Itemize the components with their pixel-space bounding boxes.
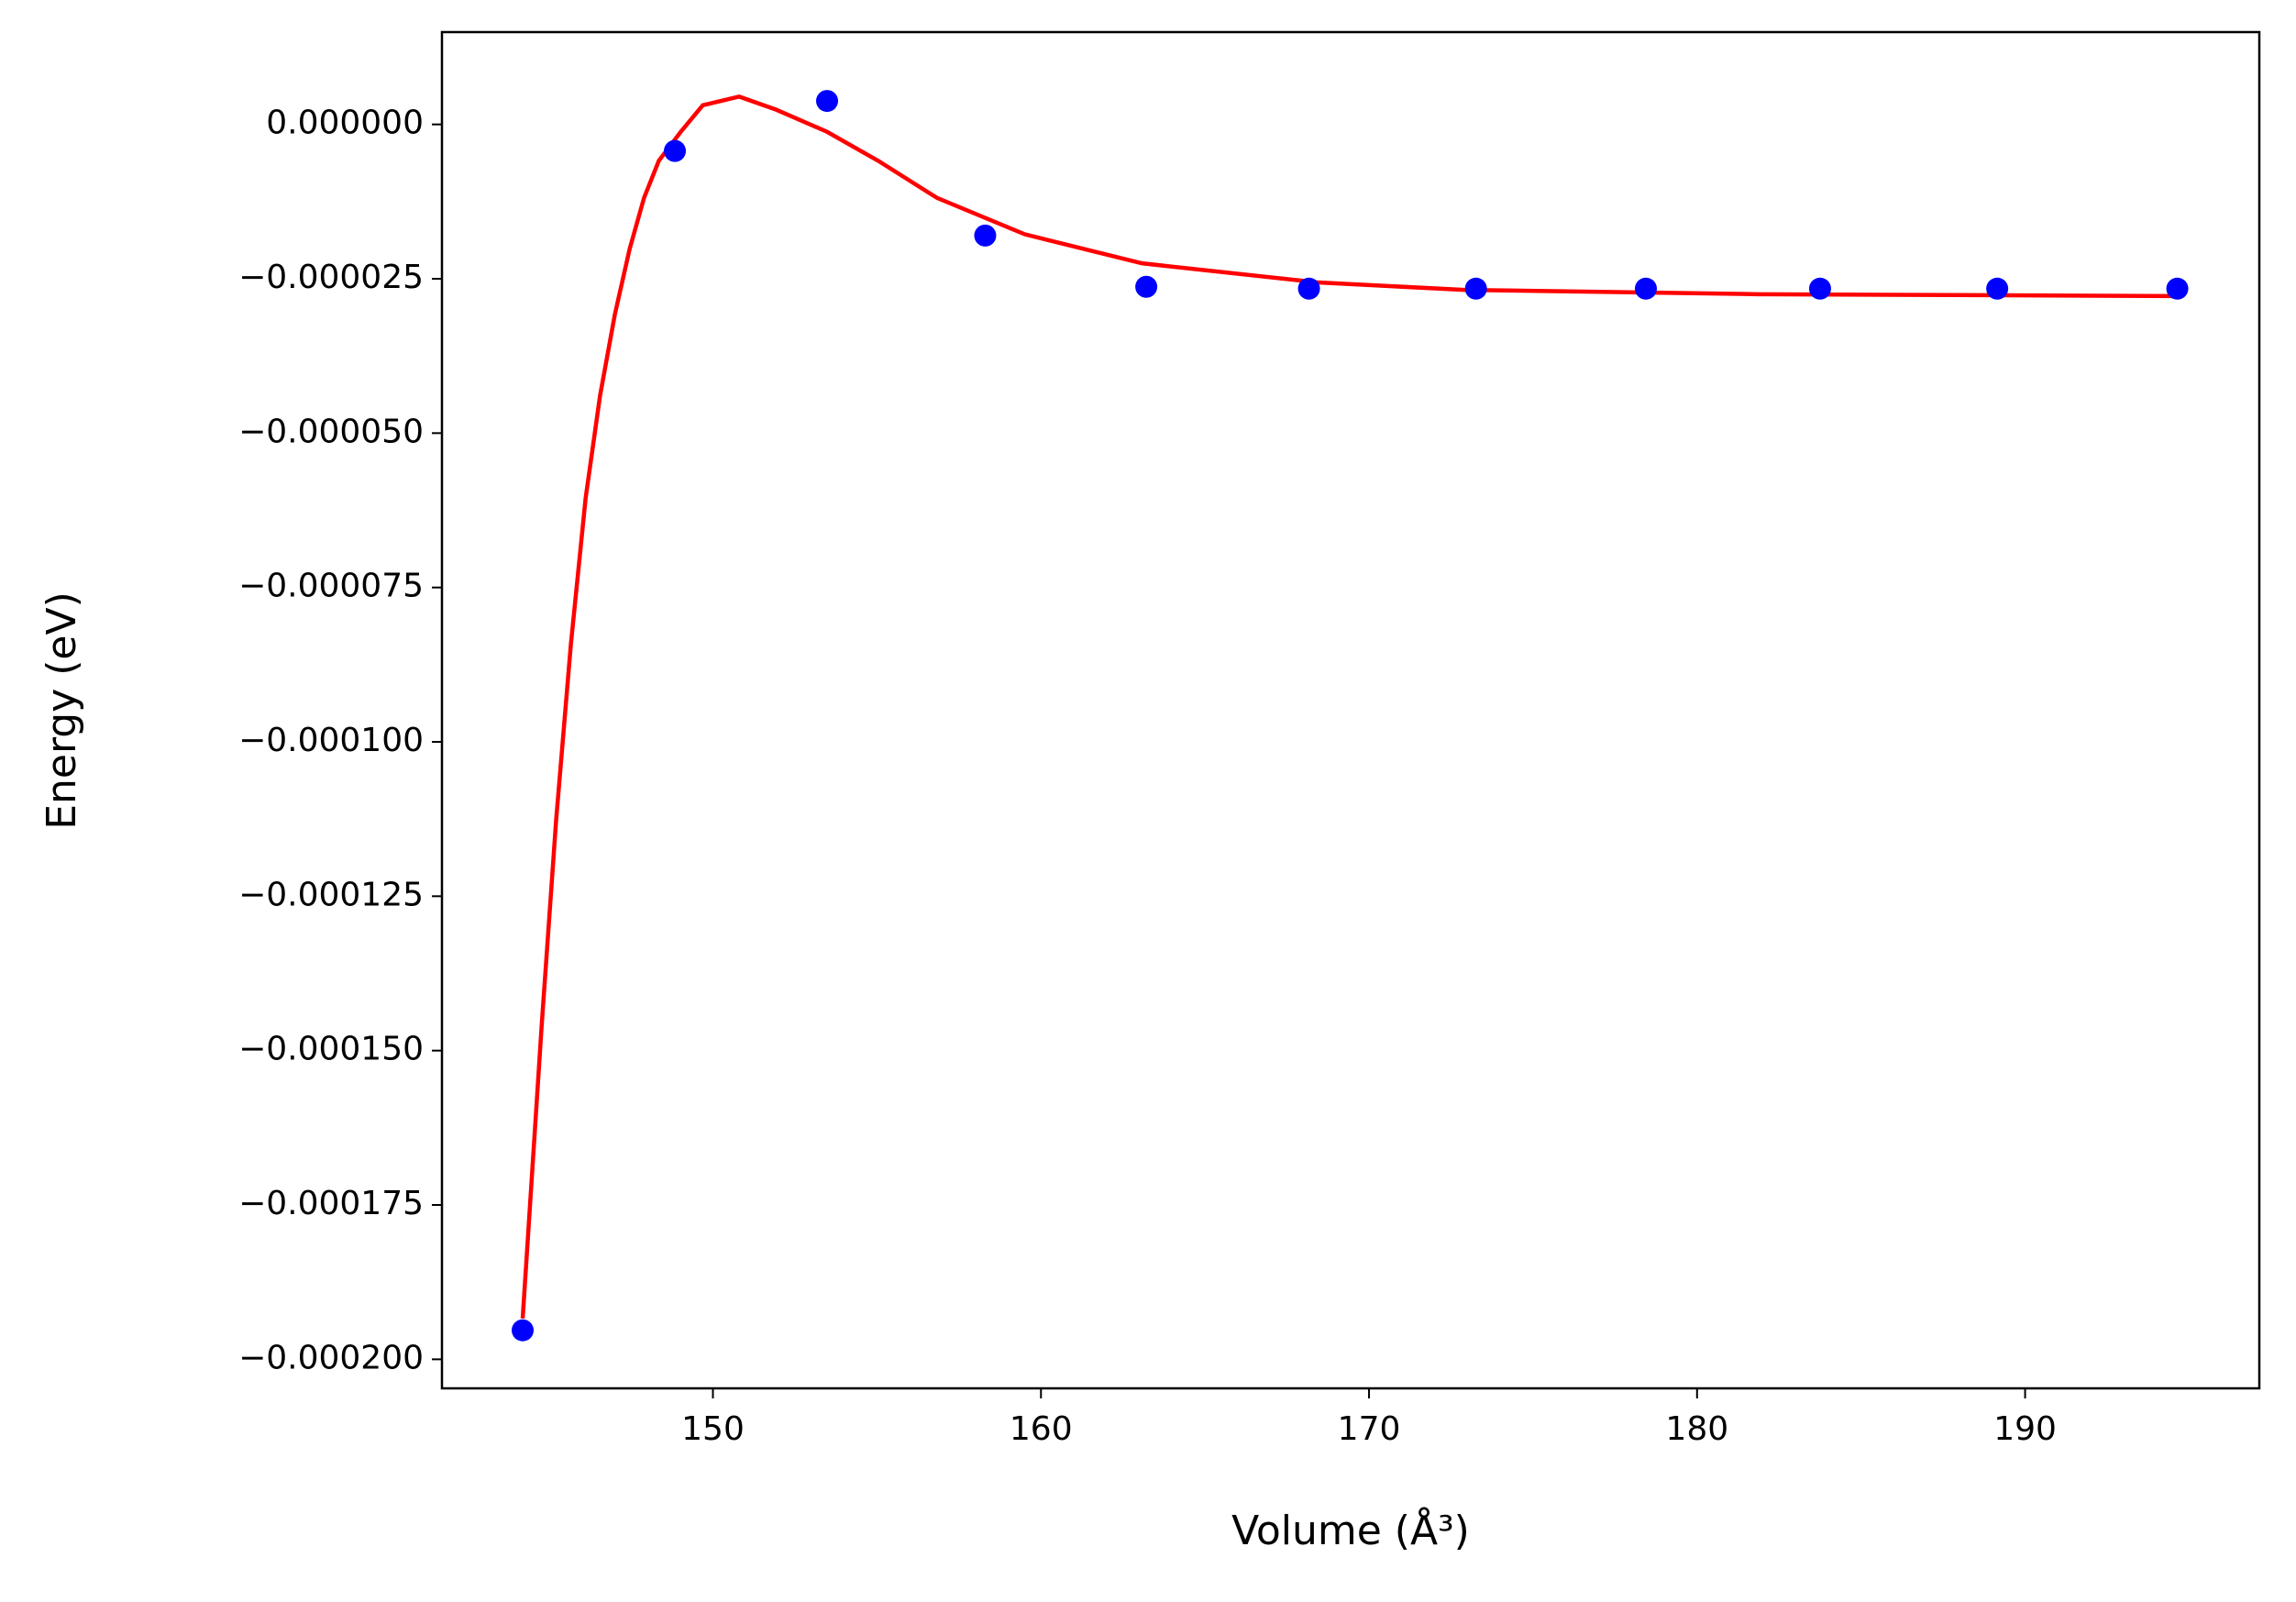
data-point: [512, 1319, 535, 1342]
data-point: [1986, 277, 2009, 300]
x-tick-label: 170: [1338, 1410, 1401, 1448]
data-point: [1464, 277, 1487, 300]
y-tick-label: −0.000050: [238, 413, 424, 450]
data-point: [816, 90, 839, 113]
data-point: [2166, 277, 2189, 300]
y-tick-label: −0.000150: [238, 1031, 424, 1068]
y-tick-label: −0.000175: [238, 1185, 424, 1222]
y-tick-label: −0.000125: [238, 876, 424, 913]
y-tick-label: 0.000000: [266, 105, 424, 142]
x-tick-label: 160: [1010, 1410, 1073, 1448]
data-point: [664, 139, 687, 162]
data-point: [1135, 275, 1158, 298]
x-tick-label: 190: [1993, 1410, 2057, 1448]
y-axis-title: Energy (eV): [39, 591, 85, 830]
y-tick-label: −0.000025: [238, 259, 424, 296]
y-tick-label: −0.000075: [238, 568, 424, 605]
x-tick-label: 180: [1665, 1410, 1728, 1448]
plot-frame: [440, 30, 2261, 1390]
x-tick-label: 150: [681, 1410, 745, 1448]
data-point: [1808, 277, 1831, 300]
y-tick-label: −0.000100: [238, 722, 424, 759]
fit-line: [520, 94, 2178, 1320]
data-point: [974, 224, 997, 247]
x-axis-title: Volume (Å³): [1231, 1506, 1470, 1554]
y-tick-label: −0.000200: [238, 1339, 424, 1376]
data-point: [1634, 277, 1657, 300]
data-point: [1297, 277, 1320, 300]
